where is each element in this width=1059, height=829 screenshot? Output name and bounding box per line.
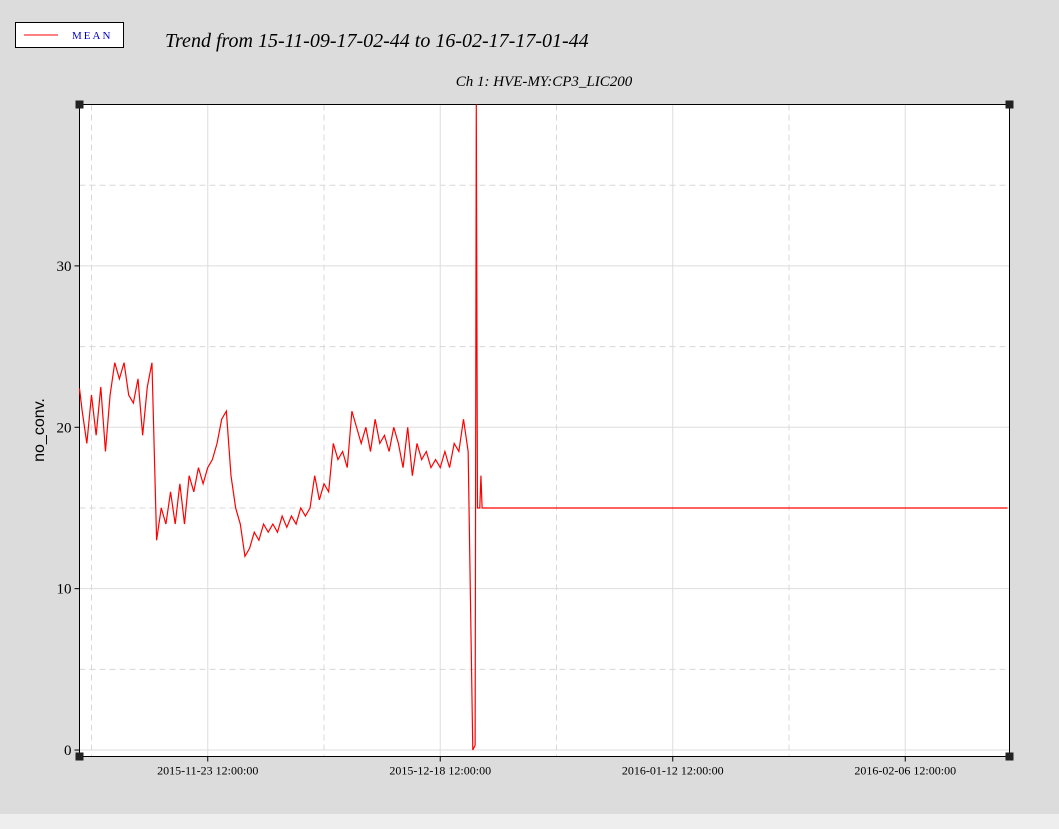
corner-handle <box>1005 752 1014 761</box>
chart-subtitle: Ch 1: HVE-MY:CP3_LIC200 <box>456 74 633 90</box>
bottom-strip <box>0 814 1059 829</box>
corner-handle <box>75 752 84 761</box>
y-axis-label: no_conv. <box>31 398 48 462</box>
plot-area <box>79 104 1010 757</box>
y-tick-label: 30 <box>57 259 72 275</box>
chart-title: Trend from 15-11-09-17-02-44 to 16-02-17… <box>165 30 589 52</box>
data-line <box>78 104 1008 751</box>
x-tick-label: 2016-01-12 12:00:00 <box>622 764 724 778</box>
corner-handle <box>1005 100 1014 109</box>
y-tick-label: 20 <box>57 420 72 436</box>
plot-frame <box>79 104 1010 757</box>
corner-handle <box>75 100 84 109</box>
x-tick-label: 2015-12-18 12:00:00 <box>389 764 491 778</box>
x-tick-label: 2016-02-06 12:00:00 <box>854 764 956 778</box>
legend-label: MEAN <box>72 30 112 42</box>
y-tick-label: 10 <box>57 582 72 598</box>
x-tick-label: 2015-11-23 12:00:00 <box>157 764 258 778</box>
y-tick-label: 0 <box>64 743 72 759</box>
